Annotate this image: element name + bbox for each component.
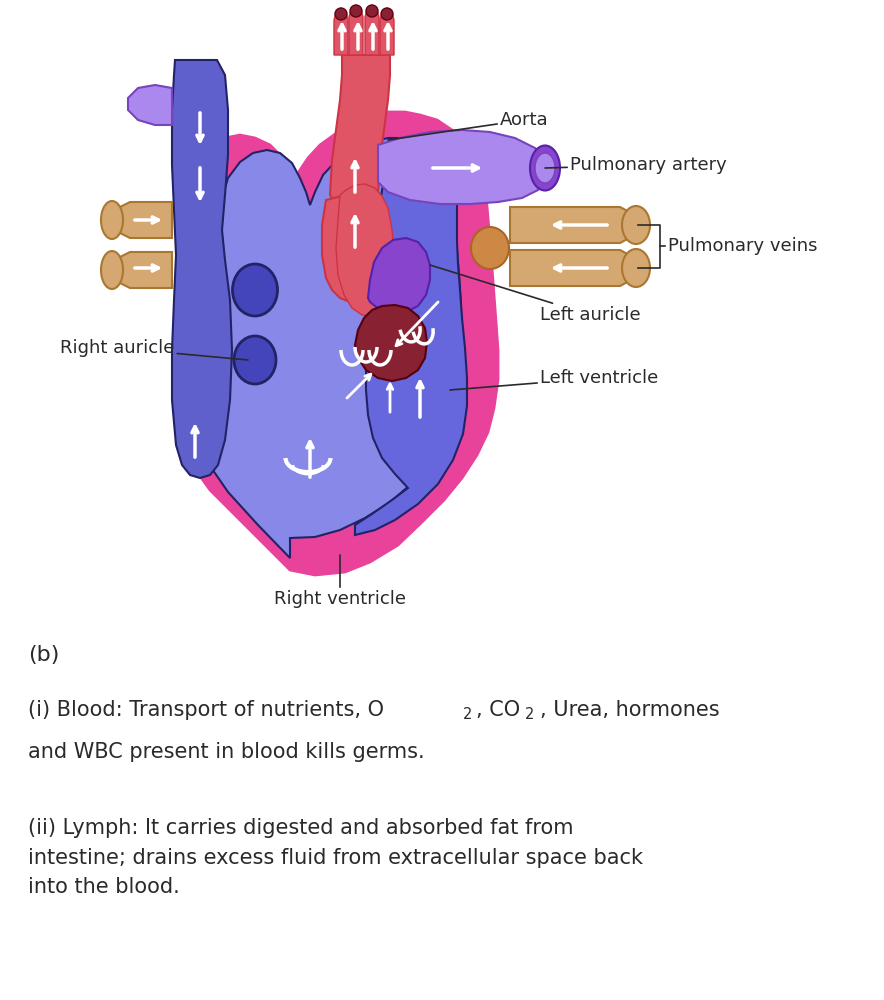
Polygon shape bbox=[510, 250, 640, 286]
Polygon shape bbox=[112, 202, 172, 238]
Polygon shape bbox=[355, 305, 427, 381]
Ellipse shape bbox=[101, 201, 123, 239]
Ellipse shape bbox=[530, 145, 560, 190]
Polygon shape bbox=[336, 184, 394, 316]
Polygon shape bbox=[172, 60, 232, 478]
Polygon shape bbox=[128, 85, 172, 125]
Polygon shape bbox=[355, 150, 467, 535]
Polygon shape bbox=[112, 252, 172, 288]
Polygon shape bbox=[378, 130, 545, 204]
Text: and WBC present in blood kills germs.: and WBC present in blood kills germs. bbox=[28, 742, 424, 762]
Ellipse shape bbox=[381, 8, 393, 20]
Text: Left ventricle: Left ventricle bbox=[450, 369, 659, 390]
Ellipse shape bbox=[535, 153, 555, 183]
Polygon shape bbox=[340, 140, 490, 535]
Polygon shape bbox=[193, 138, 463, 558]
Ellipse shape bbox=[232, 264, 278, 316]
Ellipse shape bbox=[471, 227, 509, 269]
Polygon shape bbox=[322, 193, 388, 302]
Polygon shape bbox=[334, 8, 348, 55]
Text: (ii) Lymph: It carries digested and absorbed fat from
intestine; drains excess f: (ii) Lymph: It carries digested and abso… bbox=[28, 818, 643, 897]
Text: Pulmonary veins: Pulmonary veins bbox=[660, 237, 818, 255]
Text: Right auricle: Right auricle bbox=[60, 339, 248, 360]
Text: Aorta: Aorta bbox=[388, 111, 549, 140]
Text: Right ventricle: Right ventricle bbox=[274, 555, 406, 608]
Ellipse shape bbox=[335, 8, 347, 20]
Polygon shape bbox=[349, 5, 363, 55]
Polygon shape bbox=[510, 207, 640, 243]
Text: , CO: , CO bbox=[476, 700, 520, 720]
Ellipse shape bbox=[101, 251, 123, 289]
Ellipse shape bbox=[622, 249, 650, 287]
Ellipse shape bbox=[234, 336, 276, 384]
Polygon shape bbox=[175, 112, 498, 575]
Text: (i) Blood: Transport of nutrients, O: (i) Blood: Transport of nutrients, O bbox=[28, 700, 384, 720]
Text: Left auricle: Left auricle bbox=[430, 265, 641, 324]
Text: (b): (b) bbox=[28, 645, 59, 665]
Text: $_2$: $_2$ bbox=[524, 702, 534, 722]
Ellipse shape bbox=[366, 5, 378, 17]
Polygon shape bbox=[368, 238, 430, 314]
Polygon shape bbox=[330, 55, 390, 215]
Ellipse shape bbox=[622, 206, 650, 244]
Ellipse shape bbox=[350, 5, 362, 17]
Polygon shape bbox=[365, 5, 379, 55]
Text: Pulmonary artery: Pulmonary artery bbox=[545, 156, 727, 174]
Polygon shape bbox=[380, 8, 394, 55]
Text: $_2$: $_2$ bbox=[462, 702, 472, 722]
Text: , Urea, hormones: , Urea, hormones bbox=[540, 700, 720, 720]
